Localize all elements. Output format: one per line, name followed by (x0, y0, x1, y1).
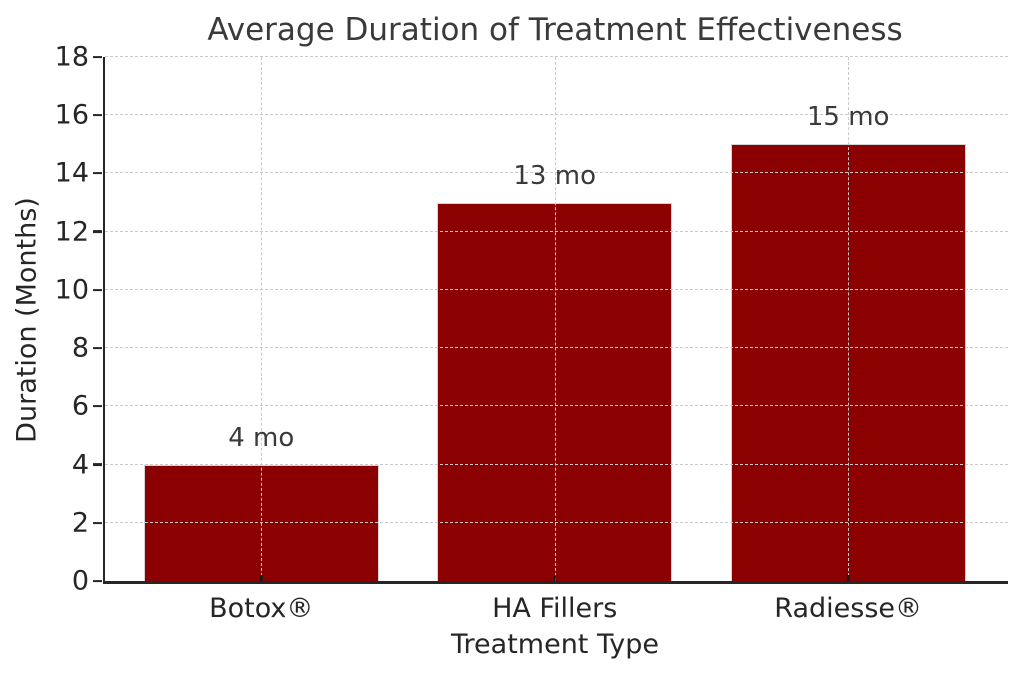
y-tick-mark (93, 172, 102, 175)
plot-area: 0 2 4 6 8 10 12 14 16 18 Botox® 4 mo HA Fillers 13 mo… (55, 42, 1008, 624)
y-gridline (105, 56, 1008, 57)
bar-value-label: 4 mo (228, 422, 295, 453)
x-tick-label: Radiesse® (774, 593, 923, 624)
bar (437, 202, 673, 581)
y-tick-mark (93, 579, 102, 583)
y-tick-label: 6 (71, 390, 89, 422)
y-tick-label: 4 (71, 449, 89, 481)
y-tick-label: 10 (54, 274, 89, 306)
y-tick-mark (93, 521, 102, 524)
bar (730, 144, 966, 581)
y-tick-mark (93, 55, 102, 59)
y-tick-mark (93, 347, 102, 350)
x-tick-mark (553, 575, 556, 581)
x-axis-label: Treatment Type (451, 629, 659, 660)
bar-value-label: 13 mo (513, 160, 596, 191)
bar-value-label: 15 mo (806, 102, 890, 133)
x-tick-mark (846, 575, 850, 581)
y-tick-mark (93, 463, 102, 466)
y-tick-mark (93, 288, 102, 291)
y-tick-label: 12 (54, 216, 89, 248)
y-tick-mark (93, 405, 102, 408)
y-tick-mark (93, 114, 102, 117)
x-tick-label: HA Fillers (492, 593, 618, 624)
y-tick-label: 0 (71, 565, 89, 597)
y-axis-label: Duration (Months) (11, 197, 43, 443)
x-tick-label: Botox® (209, 593, 314, 624)
y-tick-label: 14 (54, 157, 89, 189)
y-tick-label: 2 (71, 507, 89, 539)
y-tick-label: 16 (54, 99, 89, 131)
chart-title: Average Duration of Treatment Effectiven… (207, 12, 903, 48)
y-tick-label: 18 (54, 41, 89, 73)
bar (143, 464, 379, 581)
x-tick-mark (259, 575, 263, 581)
y-tick-mark (93, 230, 102, 233)
y-tick-label: 8 (71, 332, 89, 364)
